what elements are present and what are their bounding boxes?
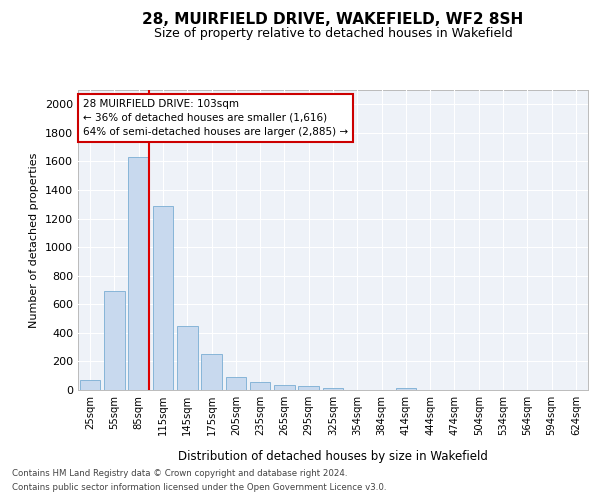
Bar — [298, 386, 319, 390]
Bar — [226, 378, 246, 390]
Text: Distribution of detached houses by size in Wakefield: Distribution of detached houses by size … — [178, 450, 488, 463]
Bar — [250, 382, 271, 390]
Bar — [128, 157, 149, 390]
Bar — [201, 354, 222, 390]
Text: 28, MUIRFIELD DRIVE, WAKEFIELD, WF2 8SH: 28, MUIRFIELD DRIVE, WAKEFIELD, WF2 8SH — [142, 12, 524, 28]
Text: Size of property relative to detached houses in Wakefield: Size of property relative to detached ho… — [154, 28, 512, 40]
Text: Contains public sector information licensed under the Open Government Licence v3: Contains public sector information licen… — [12, 484, 386, 492]
Bar — [80, 380, 100, 390]
Bar — [274, 384, 295, 390]
Text: Contains HM Land Registry data © Crown copyright and database right 2024.: Contains HM Land Registry data © Crown c… — [12, 468, 347, 477]
Bar — [152, 206, 173, 390]
Bar — [323, 388, 343, 390]
Text: 28 MUIRFIELD DRIVE: 103sqm
← 36% of detached houses are smaller (1,616)
64% of s: 28 MUIRFIELD DRIVE: 103sqm ← 36% of deta… — [83, 99, 348, 137]
Bar — [177, 326, 197, 390]
Y-axis label: Number of detached properties: Number of detached properties — [29, 152, 40, 328]
Bar — [104, 290, 125, 390]
Bar — [395, 388, 416, 390]
